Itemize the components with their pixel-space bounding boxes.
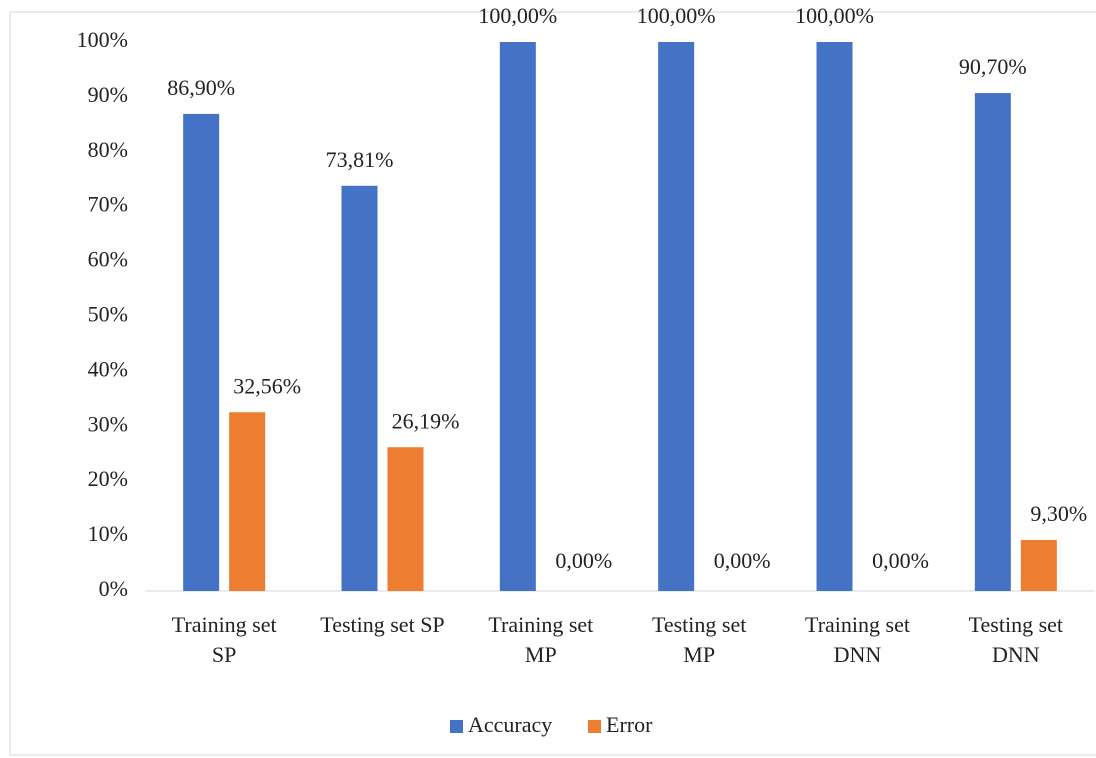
legend-swatch [588,720,601,733]
bar [816,42,853,591]
y-tick-label: 10% [88,521,128,546]
data-label: 100,00% [637,3,716,28]
bar [974,93,1011,591]
x-tick-label: Training set MP [488,612,594,667]
y-tick-label: 80% [88,137,128,162]
x-tick-label: Training set SP [171,612,277,667]
data-label: 100,00% [478,3,557,28]
data-label: 32,56% [233,373,301,398]
y-tick-label: 20% [88,466,128,491]
bar [658,42,695,591]
x-tick-label: Testing set MP [651,612,747,667]
data-label: 73,81% [326,147,394,172]
y-tick-label: 0% [99,576,128,601]
data-label: 0,00% [872,548,929,573]
y-tick-label: 90% [88,82,128,107]
data-label: 9,30% [1030,501,1087,526]
y-tick-label: 70% [88,192,128,217]
y-tick-label: 50% [88,302,128,327]
bar [183,113,220,591]
data-label: 100,00% [795,3,874,28]
y-tick-label: 30% [88,411,128,436]
data-label: 86,90% [167,75,235,100]
legend-label: Error [606,712,653,737]
y-tick-label: 40% [88,356,128,381]
data-label: 0,00% [555,548,612,573]
x-tick-label: Testing set SP [320,612,445,637]
bar [387,447,424,591]
bar [1020,539,1057,591]
legend-swatch [450,720,463,733]
data-label: 26,19% [392,408,460,433]
y-tick-label: 60% [88,247,128,272]
x-tick-label: Training set DNN [805,612,910,667]
y-tick-label: 100% [77,27,128,52]
bar [499,42,536,591]
data-label: 0,00% [714,548,771,573]
data-label: 90,70% [959,54,1027,79]
x-tick-label: Testing set DNN [968,612,1064,667]
chart-border [9,11,1096,756]
legend-label: Accuracy [468,712,552,737]
bar [341,185,378,592]
bar [229,412,266,591]
